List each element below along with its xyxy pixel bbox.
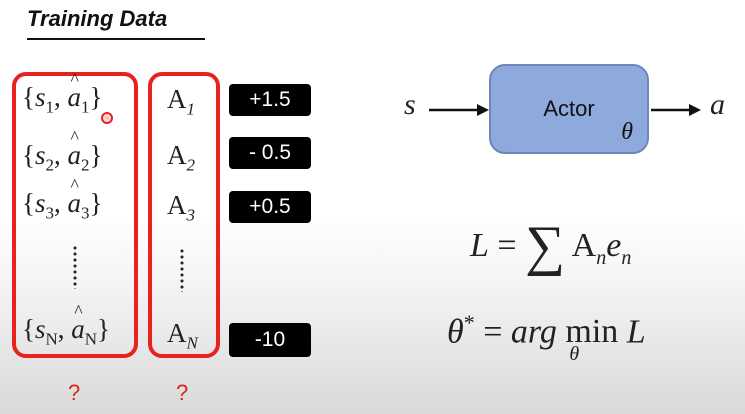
advantages-question-mark: ? <box>176 380 189 405</box>
reward-3: +0.5 <box>229 191 311 223</box>
reward-n: -10 <box>229 323 311 357</box>
pairs-ellipsis <box>73 245 77 289</box>
actor-output: a <box>710 88 725 121</box>
actor-block: Actor θ <box>489 64 649 154</box>
pairs-question-mark: ? <box>68 380 81 405</box>
input-arrow <box>429 104 489 116</box>
reward-1: +1.5 <box>229 84 311 116</box>
pair-2: {s2, a2} <box>22 127 102 175</box>
advantages-highlight-box <box>148 72 220 358</box>
pair-1: {s1, a1} <box>22 69 102 117</box>
actor-label: Actor <box>543 96 595 121</box>
reward-2: - 0.5 <box>229 137 311 169</box>
optimization-formula: θ* = arg min θ L <box>447 310 646 366</box>
advantage-n: AN <box>167 318 198 353</box>
advantage-2: A2 <box>167 140 195 175</box>
advantage-1: A1 <box>167 84 195 119</box>
advantage-3: A3 <box>167 190 195 225</box>
output-arrow <box>651 104 701 116</box>
title-underline <box>27 38 205 40</box>
actor-parameter: θ <box>621 119 633 145</box>
loss-formula: L = ∑ Anen <box>470 215 632 277</box>
title-text: Training Data <box>27 6 168 31</box>
advantages-ellipsis <box>180 248 184 292</box>
pair-n: {sN, aN} <box>22 301 110 349</box>
pointer-cursor <box>101 112 113 124</box>
actor-input: s <box>404 88 416 121</box>
pair-3: {s3, a3} <box>22 175 102 223</box>
